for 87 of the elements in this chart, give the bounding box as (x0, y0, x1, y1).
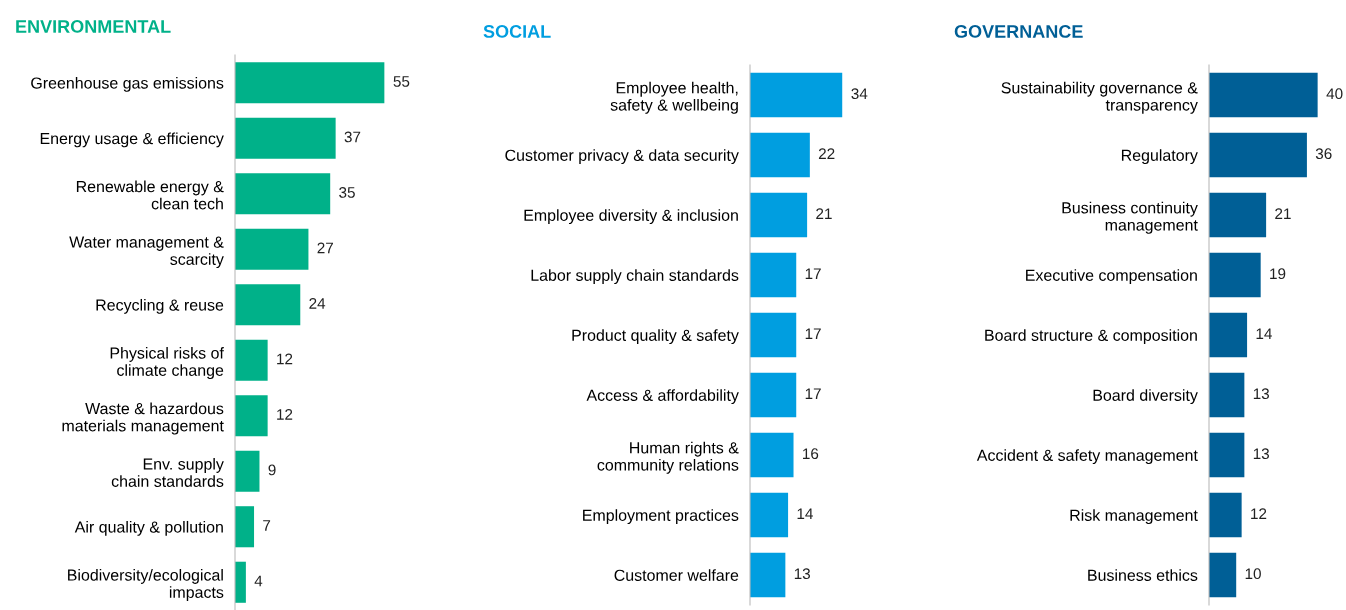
text: SOCIAL (483, 25, 551, 38)
bar (1209, 552, 1237, 598)
bar (750, 552, 786, 598)
bar (1209, 312, 1248, 358)
data-label: 17 (805, 388, 821, 399)
y-tick-label: Business continuity management (1062, 201, 1198, 234)
data-label: 19 (1270, 268, 1286, 280)
data-label: 37 (344, 131, 361, 143)
chart-title: ENVIRONMENTAL (16, 20, 171, 33)
data-label: 55 (393, 76, 410, 87)
y-tick-label: Waste & hazardous materials management (62, 402, 224, 435)
y-tick-label: Env. supply chain standards (111, 458, 224, 487)
data-label: 21 (816, 208, 832, 219)
y-tick-label: Executive compensation (1026, 269, 1197, 285)
data-label: 17 (805, 328, 821, 339)
y-tick-label: Accident & safety management (976, 449, 1198, 465)
y-tick-label: Access & affordability (586, 389, 739, 405)
data-label: 12 (277, 353, 293, 365)
bar (235, 117, 336, 159)
y-tick-label: Energy usage & efficiency (40, 132, 224, 148)
y-tick-label: Biodiversity/ecological impacts (68, 569, 224, 602)
bar (1209, 372, 1245, 418)
bar (1209, 432, 1245, 478)
bar (1209, 492, 1242, 538)
y-tick-label: Sustainability governance & transparency (1001, 81, 1198, 114)
bar (750, 432, 794, 478)
data-label: 13 (794, 568, 811, 580)
bar (235, 62, 385, 104)
data-label: 21 (1275, 208, 1291, 219)
bar (235, 450, 260, 492)
y-tick-label: Labor supply chain standards (531, 269, 739, 285)
data-label: 12 (277, 409, 293, 420)
data-label: 10 (1245, 568, 1261, 580)
bar (750, 372, 797, 418)
y-tick-label: Human rights & community relations (597, 441, 739, 474)
y-tick-label: Employment practices (583, 509, 739, 525)
y-tick-label: Air quality & pollution (74, 520, 223, 536)
data-label: 27 (317, 242, 333, 254)
data-label: 14 (1256, 328, 1272, 339)
bar (1209, 72, 1318, 118)
data-label: 34 (851, 88, 868, 100)
data-label: 16 (803, 448, 819, 460)
y-tick-label: Customer privacy & data security (505, 149, 739, 165)
y-tick-label: Business ethics (1088, 569, 1198, 581)
bar (235, 284, 301, 326)
data-label: 35 (339, 187, 355, 198)
bar (235, 395, 268, 437)
bar (1209, 192, 1267, 238)
bar (235, 228, 309, 270)
data-label: 13 (1253, 448, 1270, 460)
bar (235, 173, 331, 215)
y-tick-label: Greenhouse gas emissions (31, 76, 224, 92)
text: GOVERNANCE (954, 25, 1083, 38)
y-tick-label: Customer welfare (614, 569, 739, 581)
bar (750, 192, 808, 238)
y-tick-label: Risk management (1070, 509, 1198, 525)
data-label: 7 (263, 520, 271, 531)
data-label: 36 (1315, 148, 1332, 160)
y-tick-label: Board diversity (1093, 389, 1198, 405)
data-label: 40 (1326, 88, 1343, 100)
data-label: 12 (1251, 508, 1267, 519)
data-label: 9 (268, 464, 276, 476)
data-label: 13 (1253, 388, 1270, 400)
y-tick-label: Employee diversity & inclusion (524, 209, 738, 225)
y-tick-label: Physical risks of climate change (110, 347, 224, 380)
data-label: 24 (309, 298, 326, 309)
y-tick-label: Water management & scarcity (69, 236, 224, 269)
data-label: 14 (797, 508, 813, 519)
bar (1209, 252, 1261, 298)
y-tick-label: Recycling & reuse (96, 298, 224, 314)
bar (750, 132, 810, 178)
data-label: 22 (818, 148, 835, 159)
bar (235, 561, 246, 603)
bar (1209, 132, 1307, 178)
bar (235, 506, 255, 548)
y-tick-label: Product quality & safety (572, 329, 739, 345)
bar (750, 72, 843, 118)
y-tick-label: Employee health, safety & wellbeing (610, 81, 738, 114)
bar (750, 492, 789, 538)
y-tick-label: Renewable energy & clean tech (76, 180, 224, 210)
data-label: 4 (254, 575, 263, 587)
bar (750, 252, 797, 298)
y-tick-label: Board structure & composition (985, 329, 1197, 345)
data-label: 17 (805, 268, 821, 279)
bar (235, 339, 268, 381)
y-tick-label: Regulatory (1121, 149, 1198, 165)
bar (750, 312, 797, 358)
